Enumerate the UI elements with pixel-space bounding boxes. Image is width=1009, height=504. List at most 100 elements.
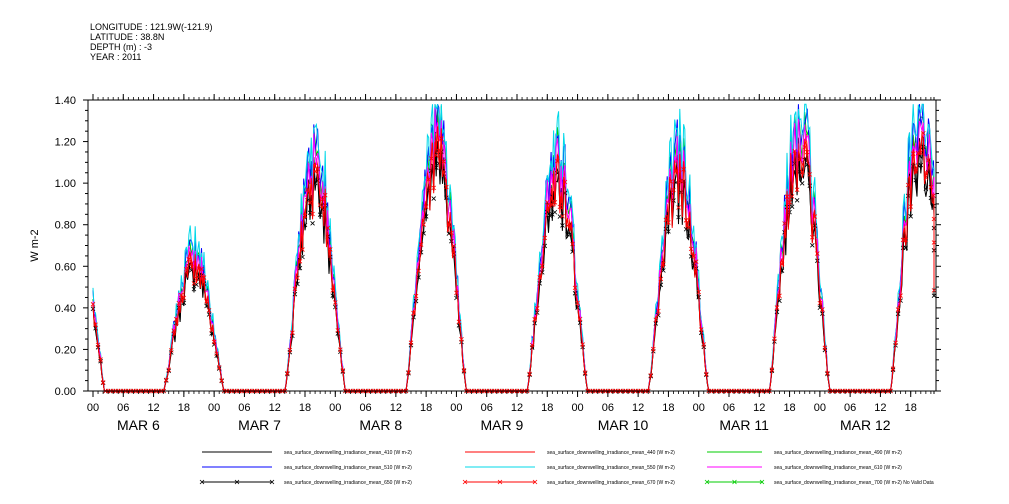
series-marker: [552, 209, 558, 215]
series-marker: [171, 328, 177, 333]
series-marker: [297, 259, 303, 264]
series-marker: [817, 300, 823, 306]
series-marker: [931, 193, 936, 198]
x-tick-label: 06: [844, 402, 856, 414]
series-marker: [779, 261, 785, 267]
series-marker: [176, 300, 182, 306]
series-marker: [676, 205, 681, 210]
series-marker: [204, 299, 209, 304]
legend-marker: [199, 479, 205, 485]
series-marker: [688, 246, 694, 252]
series-marker: [451, 243, 457, 249]
series-marker: [658, 276, 664, 282]
x-day-label: MAR 11: [719, 417, 769, 433]
x-tick-label: 18: [299, 402, 311, 414]
series-marker: [163, 377, 169, 383]
legend-label: sea_surface_downwelling_irradiance_mean_…: [774, 450, 902, 456]
series-marker: [201, 275, 207, 280]
series-marker: [926, 157, 931, 163]
series-line: [92, 114, 935, 392]
legend-marker: [234, 479, 240, 485]
x-day-label: MAR 6: [117, 417, 160, 433]
legend-marker: [532, 479, 538, 485]
x-tick-label: 12: [147, 402, 159, 414]
series-marker: [552, 200, 558, 205]
series-marker: [903, 237, 908, 243]
series-marker: [802, 144, 807, 150]
series-marker: [683, 217, 689, 223]
series-marker: [545, 199, 550, 205]
series-marker: [794, 187, 800, 193]
legend-marker: [704, 479, 710, 485]
series-marker: [575, 300, 580, 306]
series-marker: [211, 339, 217, 345]
legend-label: sea_surface_downwelling_irradiance_mean_…: [547, 465, 675, 471]
series-marker: [913, 177, 919, 183]
series-marker: [671, 187, 676, 193]
series-marker: [905, 182, 911, 188]
series-marker: [686, 225, 691, 230]
series-marker: [567, 232, 573, 237]
x-tick-label: 06: [359, 402, 371, 414]
series-marker: [921, 130, 926, 136]
x-tick-label: 18: [178, 402, 190, 414]
series-marker: [330, 288, 336, 293]
y-tick-label: 0.00: [55, 386, 76, 398]
legend-label: sea_surface_downwelling_irradiance_mean_…: [284, 465, 412, 471]
series-marker: [302, 213, 308, 218]
series-marker: [204, 303, 209, 309]
depth-text: DEPTH (m) : -3: [90, 42, 152, 52]
series-marker: [428, 156, 434, 161]
series-marker: [449, 230, 454, 236]
plot-content: [90, 103, 937, 394]
x-tick-label: 18: [783, 402, 795, 414]
x-tick-label: 00: [208, 402, 220, 414]
series-marker: [792, 148, 797, 154]
x-tick-label: 00: [87, 402, 99, 414]
series-marker: [931, 216, 937, 222]
series-marker: [931, 240, 937, 245]
y-tick-label: 0.20: [55, 344, 76, 356]
series-marker: [416, 268, 421, 274]
axes: 0.00 0.20 0.40 0.60 0.80 1.00 1.20 1.40 W m-2 00 0…: [29, 94, 941, 433]
series-marker: [338, 347, 343, 352]
series-marker: [913, 166, 919, 171]
series-marker: [656, 308, 661, 314]
series-marker: [441, 159, 447, 164]
longitude-text: LONGITUDE : 121.9W(-121.9): [90, 22, 213, 32]
series-marker: [787, 199, 792, 205]
series-marker: [701, 342, 707, 347]
year-text: YEAR : 2011: [90, 52, 142, 62]
series-marker: [653, 317, 659, 323]
series-marker: [199, 266, 204, 272]
series-marker: [206, 307, 212, 313]
series-marker: [287, 347, 293, 353]
series-marker: [537, 281, 542, 286]
series-marker: [683, 226, 689, 232]
series-marker: [895, 307, 901, 312]
series-marker: [560, 223, 565, 228]
series-marker: [436, 148, 442, 154]
series-marker: [567, 223, 573, 228]
series-marker: [570, 241, 575, 247]
series-marker: [797, 157, 802, 162]
x-tick-label: 12: [632, 402, 644, 414]
legend-label: sea_surface_downwelling_irradiance_mean_…: [284, 450, 412, 456]
x-tick-label: 12: [753, 402, 765, 414]
series-marker: [693, 259, 699, 264]
series-marker: [93, 322, 98, 328]
series-marker: [95, 342, 101, 348]
series-marker: [923, 186, 929, 192]
series-marker: [290, 330, 295, 336]
series-marker: [340, 368, 346, 373]
series-marker: [676, 214, 681, 220]
series-marker: [890, 366, 896, 371]
series-marker: [560, 213, 565, 219]
series-marker: [815, 251, 820, 256]
y-tick-label: 0.60: [55, 261, 76, 273]
x-day-label: MAR 10: [598, 417, 649, 433]
y-tick-label: 1.40: [55, 95, 76, 107]
series-marker: [547, 213, 553, 218]
series-marker: [446, 222, 452, 228]
